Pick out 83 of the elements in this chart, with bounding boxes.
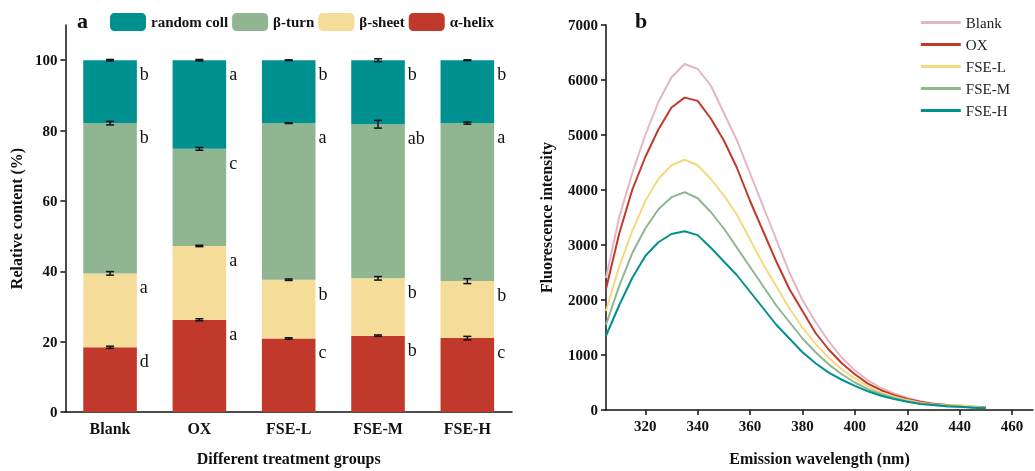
y-tick-label: 2000 [568, 292, 598, 308]
chart-title: a [77, 7, 88, 33]
annotation: b [497, 285, 507, 306]
bar [83, 273, 137, 348]
bar [351, 124, 405, 279]
x-tick-label: 460 [1000, 417, 1024, 434]
annotation: c [497, 342, 506, 363]
annotation: c [318, 342, 327, 363]
bar [440, 60, 495, 124]
y-tick-label: 80 [42, 122, 58, 139]
y-axis-title: Relative content (%) [7, 147, 26, 290]
y-tick-label: 60 [42, 192, 58, 209]
x-tick-label: FSE-H [443, 419, 492, 437]
bar [440, 281, 495, 339]
y-tick-label: 1000 [568, 347, 598, 363]
bar [83, 347, 137, 412]
legend-label: OX [965, 36, 988, 53]
y-tick-label: 40 [42, 263, 58, 280]
x-tick-label: 340 [686, 417, 709, 434]
legend-label: FSE-H [965, 102, 1008, 119]
annotation: d [139, 351, 149, 372]
x-tick-label: 380 [791, 417, 814, 434]
bar [440, 338, 495, 412]
x-tick-label: 440 [948, 417, 971, 434]
bar [83, 60, 137, 124]
annotation: a [318, 127, 327, 148]
x-tick-label: 420 [896, 417, 919, 434]
y-tick-label: 4000 [568, 182, 598, 198]
legend-label: FSE-L [965, 58, 1006, 75]
bar [440, 123, 495, 282]
bar [351, 335, 405, 412]
bar [261, 60, 316, 124]
y-tick-label: 3000 [568, 237, 598, 253]
y-tick-label: 0 [590, 402, 598, 418]
y-tick-label: 6000 [568, 72, 598, 88]
annotation: a [229, 323, 238, 344]
x-tick-label: 360 [738, 417, 762, 434]
x-axis-title: Different treatment groups [196, 449, 381, 468]
annotation: b [318, 64, 328, 85]
annotation: b [407, 339, 417, 360]
annotation: b [318, 283, 328, 304]
y-tick-label: 20 [42, 333, 58, 350]
bar [172, 60, 227, 149]
bar [172, 245, 227, 320]
y-tick-label: 0 [49, 404, 58, 420]
annotation: a [229, 64, 238, 85]
x-tick-label: OX [187, 419, 212, 437]
annotation: a [139, 277, 148, 298]
chart-title: b [635, 7, 648, 33]
legend-label: α-helix [449, 14, 495, 30]
legend-label: FSE-M [965, 80, 1011, 97]
annotation: b [139, 127, 149, 148]
annotation: b [407, 64, 417, 85]
line-series [605, 230, 987, 410]
bar [261, 279, 316, 339]
y-tick-label: 7000 [568, 17, 598, 33]
y-tick-label: 100 [34, 52, 58, 69]
bar [83, 123, 137, 274]
annotation: ab [407, 128, 425, 149]
x-tick-label: FSE-M [353, 419, 403, 437]
annotation: c [229, 152, 238, 173]
bar [351, 278, 405, 336]
y-axis-title: Fluorescence intensity [537, 141, 556, 294]
legend-label: Blank [965, 14, 1003, 31]
annotation: b [139, 64, 149, 85]
annotation: b [407, 282, 417, 303]
x-tick-label: FSE-L [266, 419, 312, 437]
y-tick-label: 5000 [568, 127, 598, 143]
x-tick-label: 320 [634, 417, 657, 434]
bar [261, 123, 316, 280]
bar [261, 338, 316, 412]
bar [172, 148, 227, 246]
x-axis-title: Emission wavelength (nm) [729, 449, 910, 468]
annotation: a [229, 249, 238, 270]
legend-label: β-sheet [359, 14, 405, 30]
bar [172, 319, 227, 412]
bar [351, 60, 405, 125]
legend-label: random coll [151, 14, 229, 30]
x-tick-label: 400 [843, 417, 867, 434]
x-tick-label: Blank [89, 419, 131, 437]
legend-label: β-turn [273, 14, 315, 30]
annotation: b [497, 64, 507, 85]
annotation: a [497, 127, 506, 148]
